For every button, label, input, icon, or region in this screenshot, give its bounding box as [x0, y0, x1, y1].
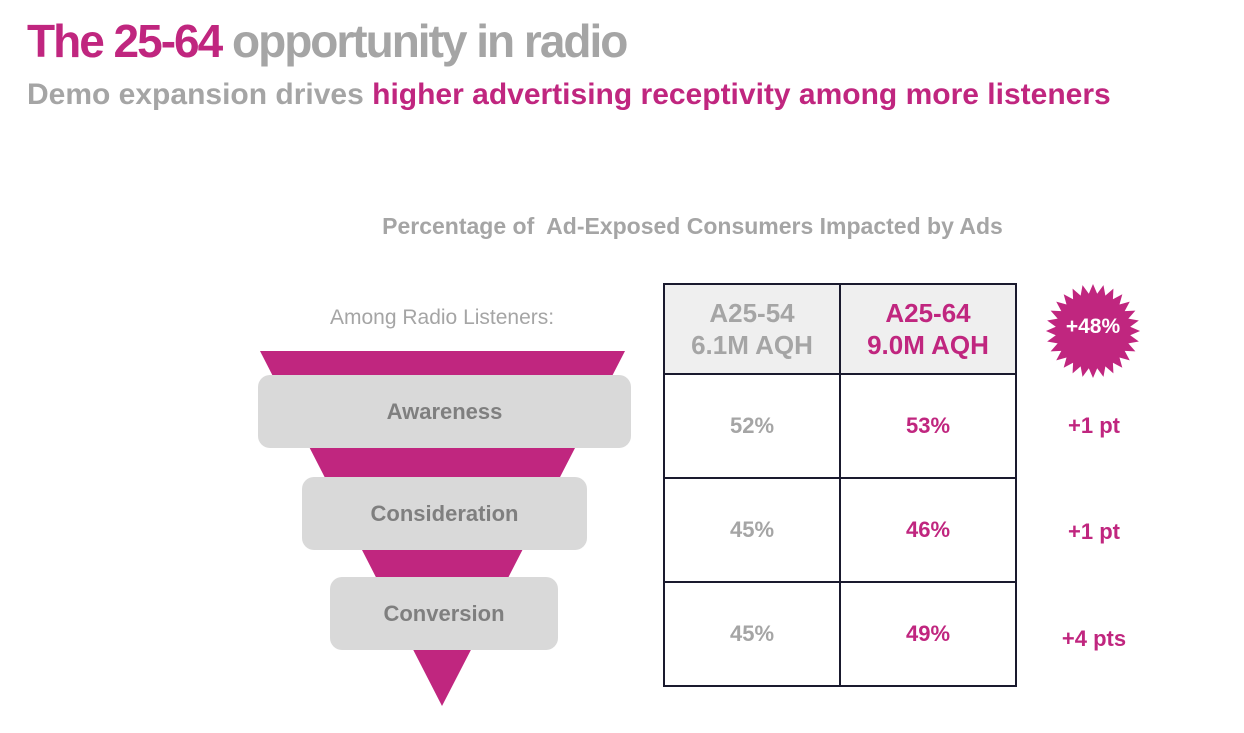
results-table: A25-54 6.1M AQH A25-64 9.0M AQH 52% 53% 45… — [663, 283, 1017, 687]
header-a25-54-demo: A25-54 — [709, 298, 795, 328]
header-a25-64-aqh: 9.0M AQH — [867, 330, 989, 360]
cell-conversion-a25-54: 45% — [663, 581, 841, 687]
delta-conversion: +4 pts — [1061, 626, 1127, 651]
starburst-shape — [1045, 283, 1141, 379]
table-row: 52% 53% — [663, 373, 1017, 479]
funnel-stage-consideration: Consideration — [302, 477, 587, 550]
subtitle-plain: Demo expansion drives — [27, 78, 373, 111]
header-a25-64: A25-64 9.0M AQH — [839, 283, 1017, 375]
delta-consideration: +1 pt — [1068, 519, 1120, 544]
cell-consideration-a25-54: 45% — [663, 477, 841, 583]
table-row: 45% 49% — [663, 581, 1017, 687]
funnel-stage-conversion: Conversion — [330, 577, 558, 650]
cell-awareness-a25-64: 53% — [839, 373, 1017, 479]
funnel-stage-awareness: Awareness — [258, 375, 631, 448]
header-a25-54-aqh: 6.1M AQH — [691, 330, 813, 360]
starburst-badge-icon — [1045, 283, 1141, 379]
cell-conversion-a25-64: 49% — [839, 581, 1017, 687]
header-a25-64-demo: A25-64 — [885, 298, 971, 328]
cell-consideration-a25-64: 46% — [839, 477, 1017, 583]
page-title: The 25-64 opportunity in radio — [27, 14, 628, 68]
page-subtitle: Demo expansion drives higher advertising… — [27, 78, 1111, 112]
header-a25-54: A25-54 6.1M AQH — [663, 283, 841, 375]
starburst-label: +48% — [1065, 315, 1121, 338]
title-rest: opportunity in radio — [221, 15, 628, 67]
title-highlight: The 25-64 — [27, 15, 223, 67]
funnel-caption: Among Radio Listeners: — [330, 306, 555, 329]
chart-title: Percentage of Ad-Exposed Consumers Impac… — [382, 213, 1003, 239]
subtitle-highlight: higher advertising receptivity among mor… — [372, 78, 1111, 111]
table-row: 45% 46% — [663, 477, 1017, 583]
delta-awareness: +1 pt — [1068, 413, 1120, 438]
cell-awareness-a25-54: 52% — [663, 373, 841, 479]
table-header-row: A25-54 6.1M AQH A25-64 9.0M AQH — [663, 283, 1017, 375]
